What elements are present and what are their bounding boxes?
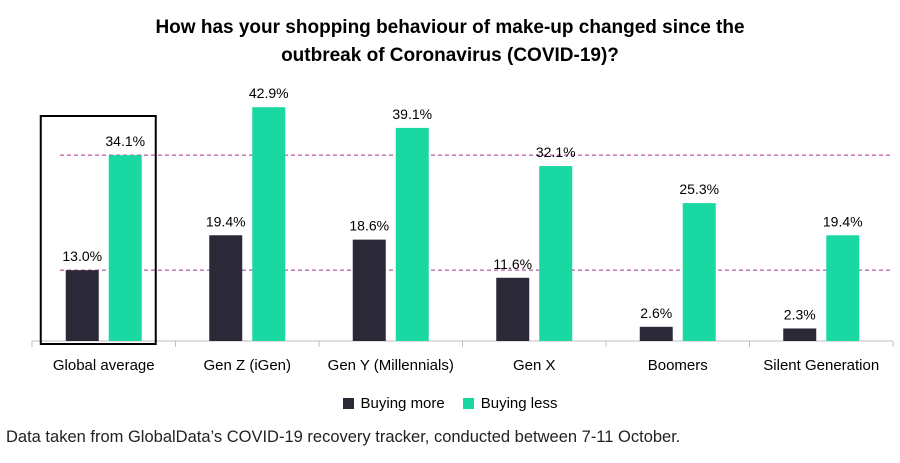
data-label-buying-more: 2.3% [784,306,816,322]
bar-buying-more [352,239,386,341]
data-label-buying-less: 39.1% [392,106,432,122]
bar-buying-more [209,235,243,341]
bar-buying-less [826,235,860,341]
data-label-buying-less: 42.9% [249,85,289,101]
data-label-buying-less: 32.1% [536,144,576,160]
data-label-buying-more: 2.6% [640,305,672,321]
x-tick-label: Gen X [513,357,556,374]
x-tick-label: Boomers [648,357,708,374]
bar-buying-less [539,166,573,341]
bar-buying-more [783,328,817,341]
chart-title-line-2: outbreak of Coronavirus (COVID-19)? [281,45,619,66]
legend-item-buying-less: Buying less [462,395,558,412]
x-tick-label: Global average [53,357,155,374]
bar-buying-less [252,107,286,341]
bar-buying-less [108,155,142,341]
bar-buying-less [395,127,429,341]
x-tick-label: Silent Generation [763,357,879,374]
data-label-buying-more: 19.4% [206,213,246,229]
data-label-buying-more: 11.6% [493,256,532,272]
chart-title-line-1: How has your shopping behaviour of make-… [155,17,745,38]
bar-buying-more [496,277,530,341]
legend-swatch-buying-less [462,398,474,409]
legend-item-buying-more: Buying more [342,395,445,412]
data-label-buying-less: 25.3% [679,181,719,197]
data-label-buying-less: 34.1% [105,133,145,149]
chart-title: How has your shopping behaviour of make-… [0,14,900,70]
legend-label-buying-more: Buying more [360,395,445,412]
bar-buying-less [682,203,716,341]
data-label-buying-less: 19.4% [823,213,863,229]
legend-swatch-buying-more [342,398,354,409]
data-label-buying-more: 18.6% [349,218,389,234]
bar-buying-more [639,326,673,341]
x-tick-label: Gen Y (Millennials) [328,357,454,374]
legend: Buying more Buying less [0,395,900,412]
footnote: Data taken from GlobalData’s COVID-19 re… [6,428,681,446]
bar-buying-more [65,270,99,341]
legend-label-buying-less: Buying less [480,395,558,412]
x-tick-label: Gen Z (iGen) [203,357,291,374]
highlight-box [39,115,157,345]
data-label-buying-more: 13.0% [62,248,102,264]
